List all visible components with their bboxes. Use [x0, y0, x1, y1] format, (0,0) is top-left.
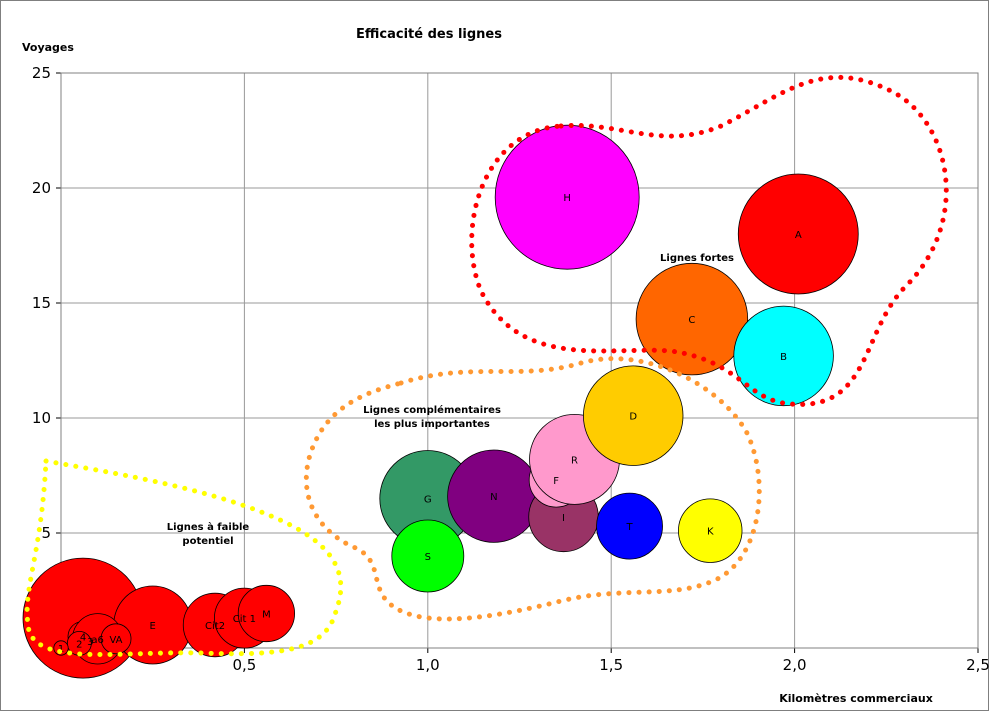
- bubble-label: N: [490, 492, 497, 503]
- bubble-label: S: [425, 552, 431, 563]
- bubble: [737, 173, 859, 295]
- bubble-label: A: [795, 230, 802, 241]
- group-outline-1: [303, 356, 762, 622]
- bubble-label: F: [553, 476, 559, 487]
- bubble-label: Cit 1: [233, 614, 256, 625]
- x-tick-label: 1,5: [599, 656, 623, 674]
- bubble: [583, 365, 684, 466]
- group-label-complementaires-line2: les plus importantes: [374, 419, 490, 430]
- bubble-label: Cit2: [205, 621, 225, 632]
- y-tick-label: 25: [32, 64, 51, 82]
- x-axis-title: Kilomètres commerciaux: [779, 692, 933, 705]
- bubble-label: R: [571, 455, 578, 466]
- group-outline-0: [469, 74, 949, 407]
- bubble-label: 4: [80, 633, 86, 644]
- group-label-faible-line2: potentiel: [182, 536, 233, 547]
- bubble: [494, 124, 640, 270]
- bubble: [733, 305, 834, 407]
- bubble-label: C: [688, 315, 695, 326]
- x-tick-label: 1,0: [416, 656, 440, 674]
- y-axis-title: Voyages: [22, 41, 74, 54]
- group-label-fortes: Lignes fortes: [660, 253, 734, 264]
- bubble: [391, 519, 465, 593]
- bubble-label: M: [262, 610, 271, 621]
- bubble-label: 3: [87, 637, 93, 648]
- bubble: [100, 623, 132, 655]
- bubble-label: K: [707, 527, 714, 538]
- bubble-label: I: [562, 513, 565, 524]
- x-tick-label: 2,5: [966, 656, 989, 674]
- bubble-label: a6: [91, 635, 104, 646]
- y-tick-label: 15: [32, 294, 51, 312]
- group-outlines: [24, 74, 949, 657]
- x-tick-label: 2,0: [783, 656, 807, 674]
- bubble-label: VA: [109, 635, 122, 646]
- bubble: [237, 584, 296, 643]
- x-tick-label: 0,5: [232, 656, 256, 674]
- bubble: [635, 262, 749, 376]
- y-tick-label: 10: [32, 409, 51, 427]
- chart-title: Efficacité des lignes: [356, 27, 502, 42]
- group-outline-2: [24, 458, 344, 657]
- bubble-label: B: [780, 352, 787, 363]
- bubble-label: H: [563, 193, 571, 204]
- bubble-label: T: [625, 522, 633, 533]
- bubbles: [22, 124, 859, 679]
- bubble-label: 2: [76, 639, 82, 650]
- group-label-complementaires-line1: Lignes complémentaires: [363, 404, 501, 416]
- y-tick-label: 20: [32, 179, 51, 197]
- plot-area-border: [60, 72, 979, 649]
- bubble-label: D: [629, 412, 637, 423]
- bubble-label: E: [150, 621, 156, 632]
- y-tick-label: 5: [41, 524, 51, 542]
- bubble: [596, 492, 663, 560]
- bubble: [678, 498, 743, 563]
- bubble-label: G: [424, 495, 432, 506]
- group-label-faible-line1: Lignes à faible: [167, 521, 250, 533]
